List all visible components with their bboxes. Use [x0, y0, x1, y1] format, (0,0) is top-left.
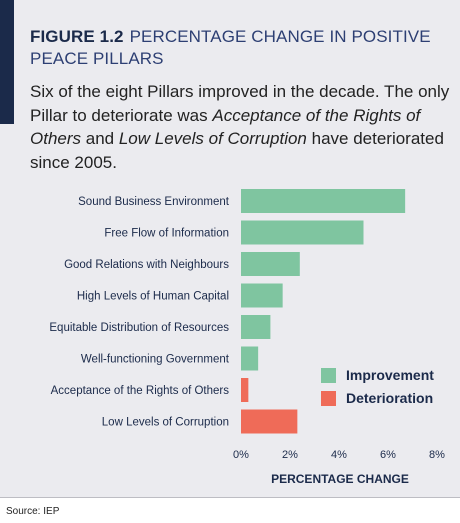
legend-label-deterioration: Deterioration	[346, 390, 433, 406]
x-tick-label: 0%	[233, 449, 249, 461]
category-label: Well-functioning Government	[81, 354, 230, 366]
category-label: Equitable Distribution of Resources	[49, 322, 229, 334]
category-label: Free Flow of Information	[104, 228, 229, 240]
description-emphasis-1: Acceptance of the Rights of Others	[30, 105, 421, 149]
legend-swatch-deterioration	[321, 391, 336, 406]
x-tick-label: 6%	[380, 449, 396, 461]
improvement-bar	[241, 189, 406, 213]
figure-description: Six of the eight Pillars improved in the…	[30, 80, 455, 174]
improvement-bar	[241, 252, 300, 276]
deterioration-bar	[241, 378, 249, 402]
x-tick-label: 8%	[429, 449, 445, 461]
bar-chart: Sound Business Environment Free Flow of I…	[49, 189, 445, 486]
x-tick-label: 4%	[331, 449, 347, 461]
figure-label: FIGURE 1.2	[30, 27, 124, 46]
accent-bar	[0, 0, 14, 124]
figure-panel: FIGURE 1.2 PERCENTAGE CHANGE IN POSITIVE …	[0, 0, 460, 498]
improvement-bar	[241, 346, 259, 371]
legend-label-improvement: Improvement	[346, 367, 434, 383]
x-axis-title: PERCENTAGE CHANGE	[271, 472, 409, 486]
figure-title-text: PERCENTAGE CHANGE IN POSITIVE PEACE PILL…	[30, 27, 431, 68]
improvement-bar	[241, 315, 271, 339]
description-emphasis-2: Low Levels of Corruption	[118, 129, 307, 148]
category-label: High Levels of Human Capital	[77, 291, 229, 303]
improvement-bar	[241, 283, 283, 308]
deterioration-bar	[241, 409, 298, 434]
source-note: Source: IEP	[6, 506, 60, 517]
description-text: have deteriorated since 2005.	[30, 129, 444, 172]
x-tick-label: 2%	[282, 449, 298, 461]
category-label: Low Levels of Corruption	[102, 417, 229, 429]
footer-divider	[0, 497, 460, 498]
improvement-bar	[241, 220, 364, 245]
description-text: Six of the eight Pillars improved in the…	[30, 82, 450, 125]
category-label: Good Relations with Neighbours	[64, 259, 229, 271]
category-label: Sound Business Environment	[78, 196, 230, 208]
category-label: Acceptance of the Rights of Others	[51, 385, 230, 397]
figure-title: FIGURE 1.2 PERCENTAGE CHANGE IN POSITIVE …	[30, 26, 450, 70]
legend-swatch-improvement	[321, 368, 336, 383]
description-text: and	[81, 129, 119, 148]
